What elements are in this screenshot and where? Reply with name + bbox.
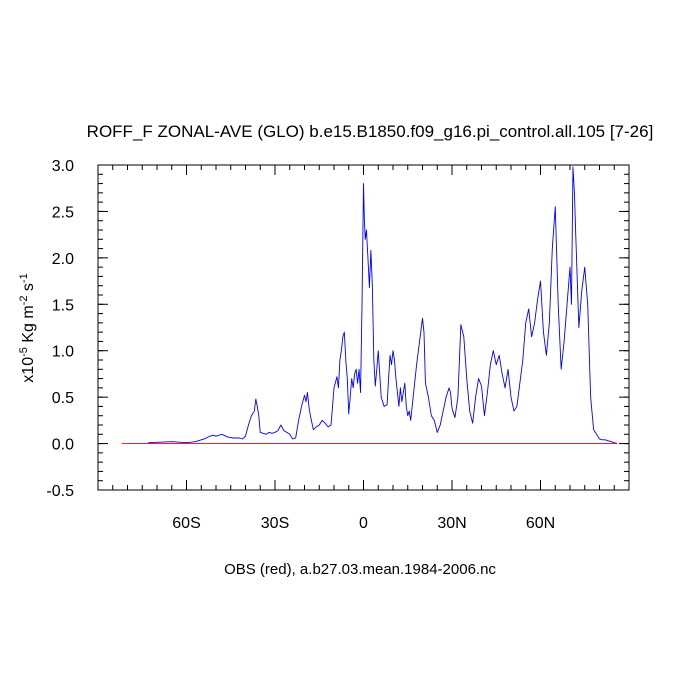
y-axis-label-unit: Kg m [20,305,37,347]
x-tick-label: 30N [437,515,466,532]
y-axis-label-unit-exponent: -2 [18,296,30,306]
y-tick-label: 1.5 [52,297,74,314]
x-tick-label: 60S [172,515,200,532]
y-tick-label: 2.5 [52,204,74,221]
y-tick-label: 3.0 [52,158,74,175]
y-tick-label: 0.0 [52,437,74,454]
y-axis: -0.5 0.0 0.5 1.0 1.5 2.0 2.5 3.0 [46,158,629,500]
series-line-0 [148,166,618,444]
x-tick-label: 0 [359,515,368,532]
x-tick-label: 60N [526,515,555,532]
y-axis-label-unit2-exponent: -1 [18,273,30,283]
series-layer [121,166,618,445]
footer-note: OBS (red), a.b27.03.mean.1984-2006.nc [224,561,496,578]
x-tick-label: 30S [261,515,289,532]
y-axis-label: x10-5 Kg m-2 s-1 [18,273,37,382]
y-tick-label: 1.0 [52,344,74,361]
y-tick-label: -0.5 [46,483,74,500]
y-axis-label-prefix: x10 [20,357,37,383]
chart-title: ROFF_F ZONAL-AVE (GLO) b.e15.B1850.f09_g… [87,122,654,141]
y-axis-label-unit2: s [20,283,37,295]
y-tick-label: 0.5 [52,390,74,407]
x-axis: 60S 30S 0 30N 60N [112,165,615,532]
y-tick-label: 2.0 [52,251,74,268]
y-axis-label-exponent: -5 [18,347,30,357]
